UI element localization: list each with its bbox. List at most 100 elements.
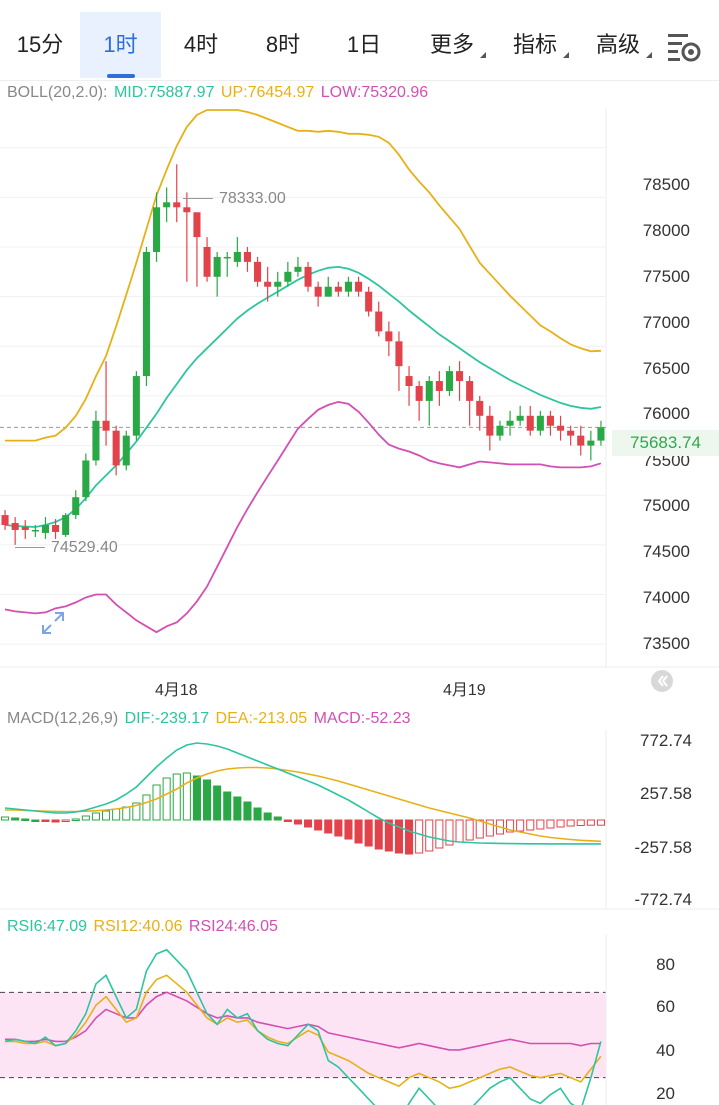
dropdown-triangle-icon — [646, 52, 652, 58]
candle-body — [365, 291, 373, 312]
macd-histogram-bar — [21, 818, 30, 821]
boll-lower-band — [4, 400, 602, 634]
candle-body — [112, 430, 120, 466]
candle-body — [466, 381, 474, 401]
macd-histogram-bar — [91, 812, 100, 821]
candle-body — [536, 415, 544, 431]
candle-body — [324, 286, 332, 297]
tab-8hour[interactable]: 8时 — [241, 12, 325, 78]
macd-histogram-bar — [304, 819, 313, 828]
candle-body — [546, 415, 554, 426]
macd-dif-line — [4, 742, 601, 845]
candle-body — [597, 427, 605, 441]
macd-histogram-bar — [465, 819, 474, 841]
candle-body — [92, 420, 100, 461]
macd-histogram-bar — [374, 819, 383, 850]
tab-indicators-dropdown[interactable]: 指标 — [499, 12, 571, 78]
macd-histogram-bar — [243, 801, 252, 821]
candle-body — [557, 425, 565, 431]
macd-histogram-bar — [576, 819, 585, 826]
candle-body — [587, 440, 595, 446]
candle-body — [62, 515, 70, 535]
tab-more-dropdown[interactable]: 更多 — [416, 12, 488, 78]
macd-histogram-bar — [394, 819, 403, 854]
candlestick-chart[interactable] — [0, 108, 719, 668]
expand-arrows-icon[interactable] — [38, 608, 68, 638]
candle-body — [405, 376, 413, 386]
tab-advanced-dropdown[interactable]: 高级 — [582, 12, 654, 78]
high-marker-line — [183, 198, 213, 200]
candle-body — [334, 286, 342, 292]
reset-zoom-icon[interactable] — [650, 669, 674, 693]
tab-15min[interactable]: 15分 — [0, 12, 80, 78]
candle-body — [294, 266, 302, 272]
macd-histogram-bar — [526, 819, 535, 831]
macd-histogram-bar — [172, 773, 181, 821]
macd-tick: -257.58 — [634, 838, 692, 857]
candle-body — [516, 415, 524, 421]
rsi-tick: 20 — [656, 1084, 675, 1103]
macd-histogram-bar — [203, 779, 212, 821]
candle-body — [142, 251, 150, 377]
rsi-tick: 80 — [656, 955, 675, 974]
candle-body — [355, 281, 363, 292]
tab-4hour[interactable]: 4时 — [161, 12, 241, 78]
candle-body — [193, 212, 201, 238]
macd-histogram-bar — [516, 819, 525, 832]
candle-body — [163, 202, 171, 208]
macd-dif-value: DIF:-239.17 — [124, 710, 210, 727]
dropdown-triangle-icon — [480, 52, 486, 58]
candle-body — [223, 256, 231, 259]
candle-body — [476, 400, 484, 416]
macd-histogram-bar — [536, 819, 545, 830]
macd-histogram-bar — [556, 819, 565, 828]
price-tick: 74000 — [642, 588, 690, 607]
candle-body — [284, 271, 292, 282]
macd-histogram-bar — [485, 819, 494, 837]
candle-body — [1, 515, 9, 525]
candle-body — [72, 497, 80, 516]
rsi6-value: RSI6:47.09 — [7, 918, 88, 935]
candle-body — [314, 286, 322, 297]
macd-histogram-bar — [283, 819, 292, 822]
macd-tick: 257.58 — [640, 784, 692, 803]
macd-histogram-bar — [213, 785, 222, 821]
tab-1hour[interactable]: 1时 — [80, 12, 161, 78]
price-tick: 73500 — [642, 634, 690, 653]
candle-body — [395, 341, 403, 367]
macd-dea-value: DEA:-213.05 — [215, 710, 308, 727]
candle-body — [385, 331, 393, 342]
macd-legend: MACD(12,26,9) DIF:-239.17 DEA:-213.05 MA… — [7, 710, 413, 728]
price-tick: 78500 — [642, 175, 690, 194]
boll-upper-band — [5, 109, 601, 442]
candle-body — [415, 386, 423, 401]
candle-body — [486, 415, 494, 436]
macd-histogram-bar — [102, 810, 111, 821]
current-price-tag: 75683.74 — [612, 430, 719, 456]
macd-histogram-bar — [344, 819, 353, 840]
macd-histogram-bar — [182, 772, 191, 821]
macd-chart[interactable] — [0, 730, 719, 910]
rsi-tick: 60 — [656, 997, 675, 1016]
tab-label: 4时 — [183, 32, 219, 57]
price-tick: 76000 — [642, 404, 690, 423]
macd-histogram-bar — [51, 819, 60, 823]
tab-1day[interactable]: 1日 — [325, 12, 403, 78]
price-tick: 74500 — [642, 542, 690, 561]
macd-histogram-bar — [334, 819, 343, 837]
price-tick: 76500 — [642, 359, 690, 378]
macd-histogram-bar — [445, 819, 454, 846]
candle-body — [122, 435, 130, 466]
rsi-chart[interactable] — [0, 935, 719, 1105]
candle-body — [21, 526, 29, 530]
boll-mid-band — [4, 265, 602, 528]
macd-histogram-bar — [415, 819, 424, 854]
price-tick: 78000 — [642, 221, 690, 240]
tab-label: 更多 — [429, 32, 474, 57]
candle-body — [425, 381, 433, 401]
boll-params: BOLL(20,2.0): — [7, 84, 108, 101]
tab-label: 指标 — [512, 32, 557, 57]
price-tick: 77000 — [642, 313, 690, 332]
chart-settings-gear-icon[interactable] — [664, 30, 704, 66]
candle-body — [375, 311, 383, 332]
